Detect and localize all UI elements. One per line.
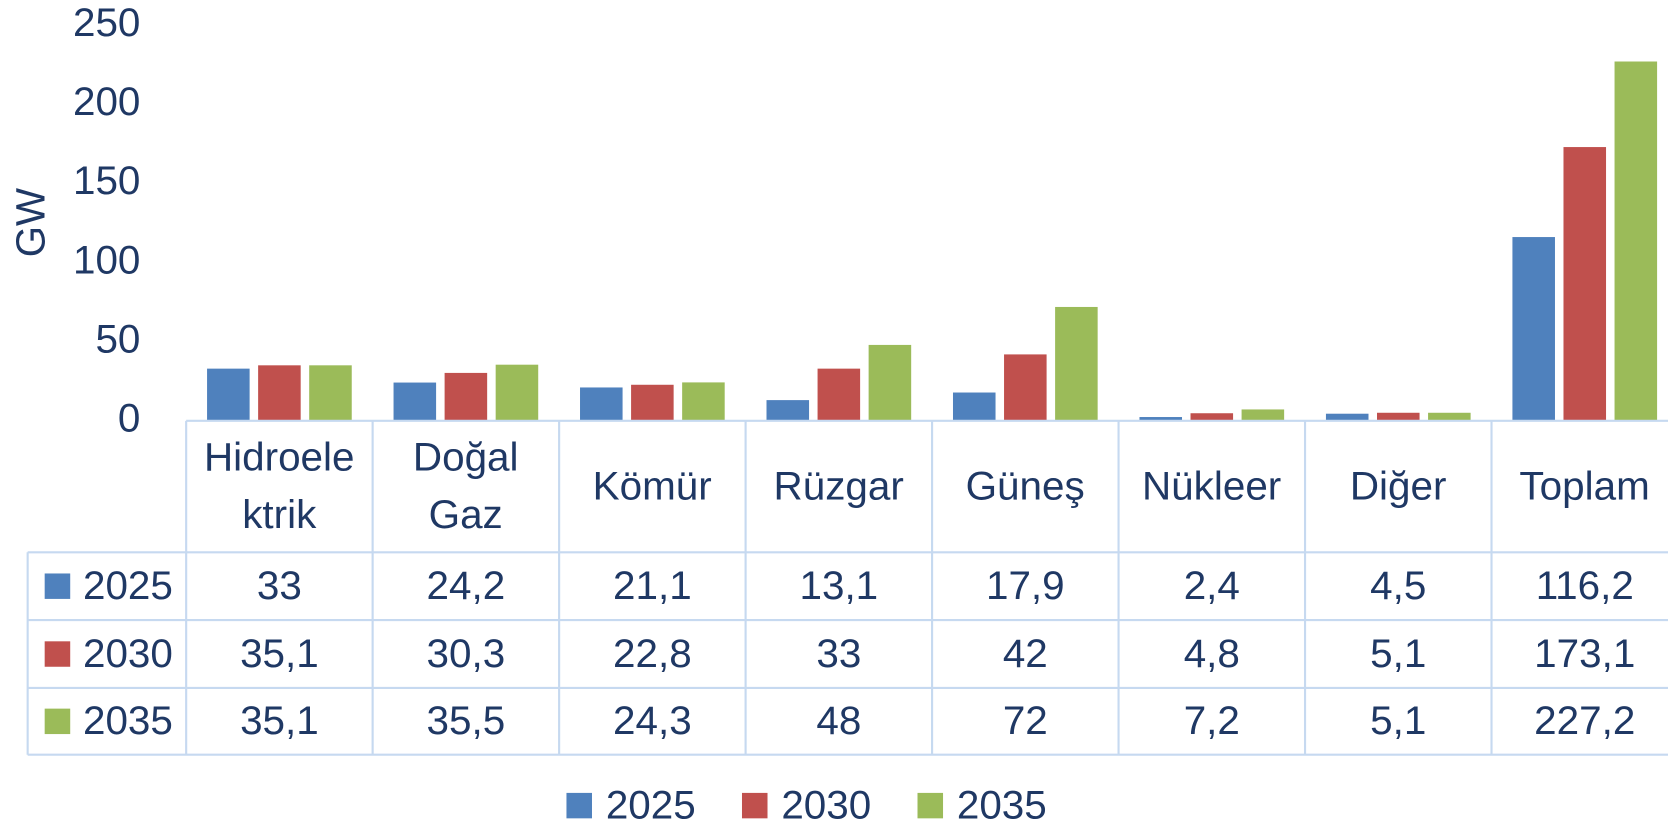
table-value: 4,8 xyxy=(1184,630,1240,676)
table-value: 72 xyxy=(1003,697,1048,743)
bar xyxy=(1325,413,1369,421)
table-value: 227,2 xyxy=(1534,697,1635,743)
table-value: 2,4 xyxy=(1184,562,1240,608)
table-value: 35,1 xyxy=(240,630,319,676)
bar xyxy=(952,392,996,421)
table-value: 5,1 xyxy=(1370,630,1426,676)
legend-label: 2035 xyxy=(957,781,1047,827)
y-tick-label: 200 xyxy=(73,78,140,124)
legend-swatch xyxy=(917,792,944,819)
legend-swatch xyxy=(566,792,592,819)
bar xyxy=(1190,413,1234,421)
table-value: 5,1 xyxy=(1370,697,1426,743)
category-cell: Rüzgar xyxy=(773,464,904,509)
bar xyxy=(682,382,725,421)
bar xyxy=(258,365,301,421)
bar xyxy=(766,400,810,421)
y-axis-label: GW xyxy=(8,188,54,257)
category-cell: Toplam xyxy=(1519,464,1650,509)
legend-swatch xyxy=(44,641,71,667)
bar xyxy=(444,372,488,421)
table-value: 42 xyxy=(1003,630,1048,676)
x-tick-label: Kömür xyxy=(592,464,712,509)
legend-label: 2025 xyxy=(606,781,696,827)
bar xyxy=(631,384,674,421)
bar xyxy=(495,364,539,421)
x-tick-label: Hidroelektrik xyxy=(203,435,355,538)
category-cell: Hidroelektrik xyxy=(203,435,355,538)
bar xyxy=(1055,306,1098,421)
table-value: 17,9 xyxy=(986,562,1065,608)
legend-label: 2030 xyxy=(83,630,173,676)
table-value: 4,5 xyxy=(1370,562,1426,608)
x-tick-label: Doğal Gaz xyxy=(412,435,519,538)
table-value: 30,3 xyxy=(427,630,506,676)
legend-label: 2025 xyxy=(83,562,173,608)
table-value: 35,1 xyxy=(240,697,319,743)
category-cell: Doğal Gaz xyxy=(412,435,519,538)
table-value: 35,5 xyxy=(427,697,506,743)
table-value: 24,2 xyxy=(427,562,506,608)
legend-label: 2035 xyxy=(83,697,173,743)
y-tick-label: 150 xyxy=(73,157,140,203)
table-value: 13,1 xyxy=(800,562,879,608)
x-tick-label: Toplam xyxy=(1519,464,1650,509)
category-cell: Nükleer xyxy=(1141,464,1282,509)
bar xyxy=(1614,61,1658,421)
bar xyxy=(1004,354,1047,421)
legend-swatch xyxy=(44,708,71,735)
bar xyxy=(207,368,250,421)
table-value: 116,2 xyxy=(1536,562,1634,608)
table-value: 7,2 xyxy=(1184,697,1240,743)
y-tick-label: 50 xyxy=(95,315,140,361)
table-value: 24,3 xyxy=(613,697,692,743)
y-tick-label: 250 xyxy=(73,0,140,45)
x-tick-label: Diğer xyxy=(1349,464,1447,509)
bar xyxy=(868,344,912,421)
bar xyxy=(1563,147,1607,421)
table-value: 173,1 xyxy=(1534,630,1635,676)
table-value: 48 xyxy=(816,697,861,743)
category-cell: Güneş xyxy=(965,464,1085,509)
bar xyxy=(393,382,437,421)
table-value: 21,1 xyxy=(613,562,692,608)
bar xyxy=(1377,412,1420,421)
bar xyxy=(580,387,623,421)
table-value: 33 xyxy=(816,630,861,676)
table-value: 22,8 xyxy=(613,630,692,676)
y-tick-label: 0 xyxy=(118,395,140,441)
legend-label: 2030 xyxy=(781,781,871,827)
legend-swatch xyxy=(44,573,71,599)
y-tick-label: 100 xyxy=(73,236,140,282)
category-cell: Kömür xyxy=(592,464,712,509)
legend-swatch xyxy=(741,792,768,819)
x-tick-label: Güneş xyxy=(965,464,1085,509)
x-tick-label: Nükleer xyxy=(1141,464,1282,509)
bar xyxy=(1139,417,1183,421)
x-tick-label: Rüzgar xyxy=(773,464,904,509)
table-value: 33 xyxy=(257,562,302,608)
category-cell: Diğer xyxy=(1349,464,1447,509)
bar xyxy=(1428,412,1471,421)
bar xyxy=(1512,237,1555,421)
bar xyxy=(817,368,861,421)
bar xyxy=(1241,409,1285,421)
bar xyxy=(309,365,352,421)
